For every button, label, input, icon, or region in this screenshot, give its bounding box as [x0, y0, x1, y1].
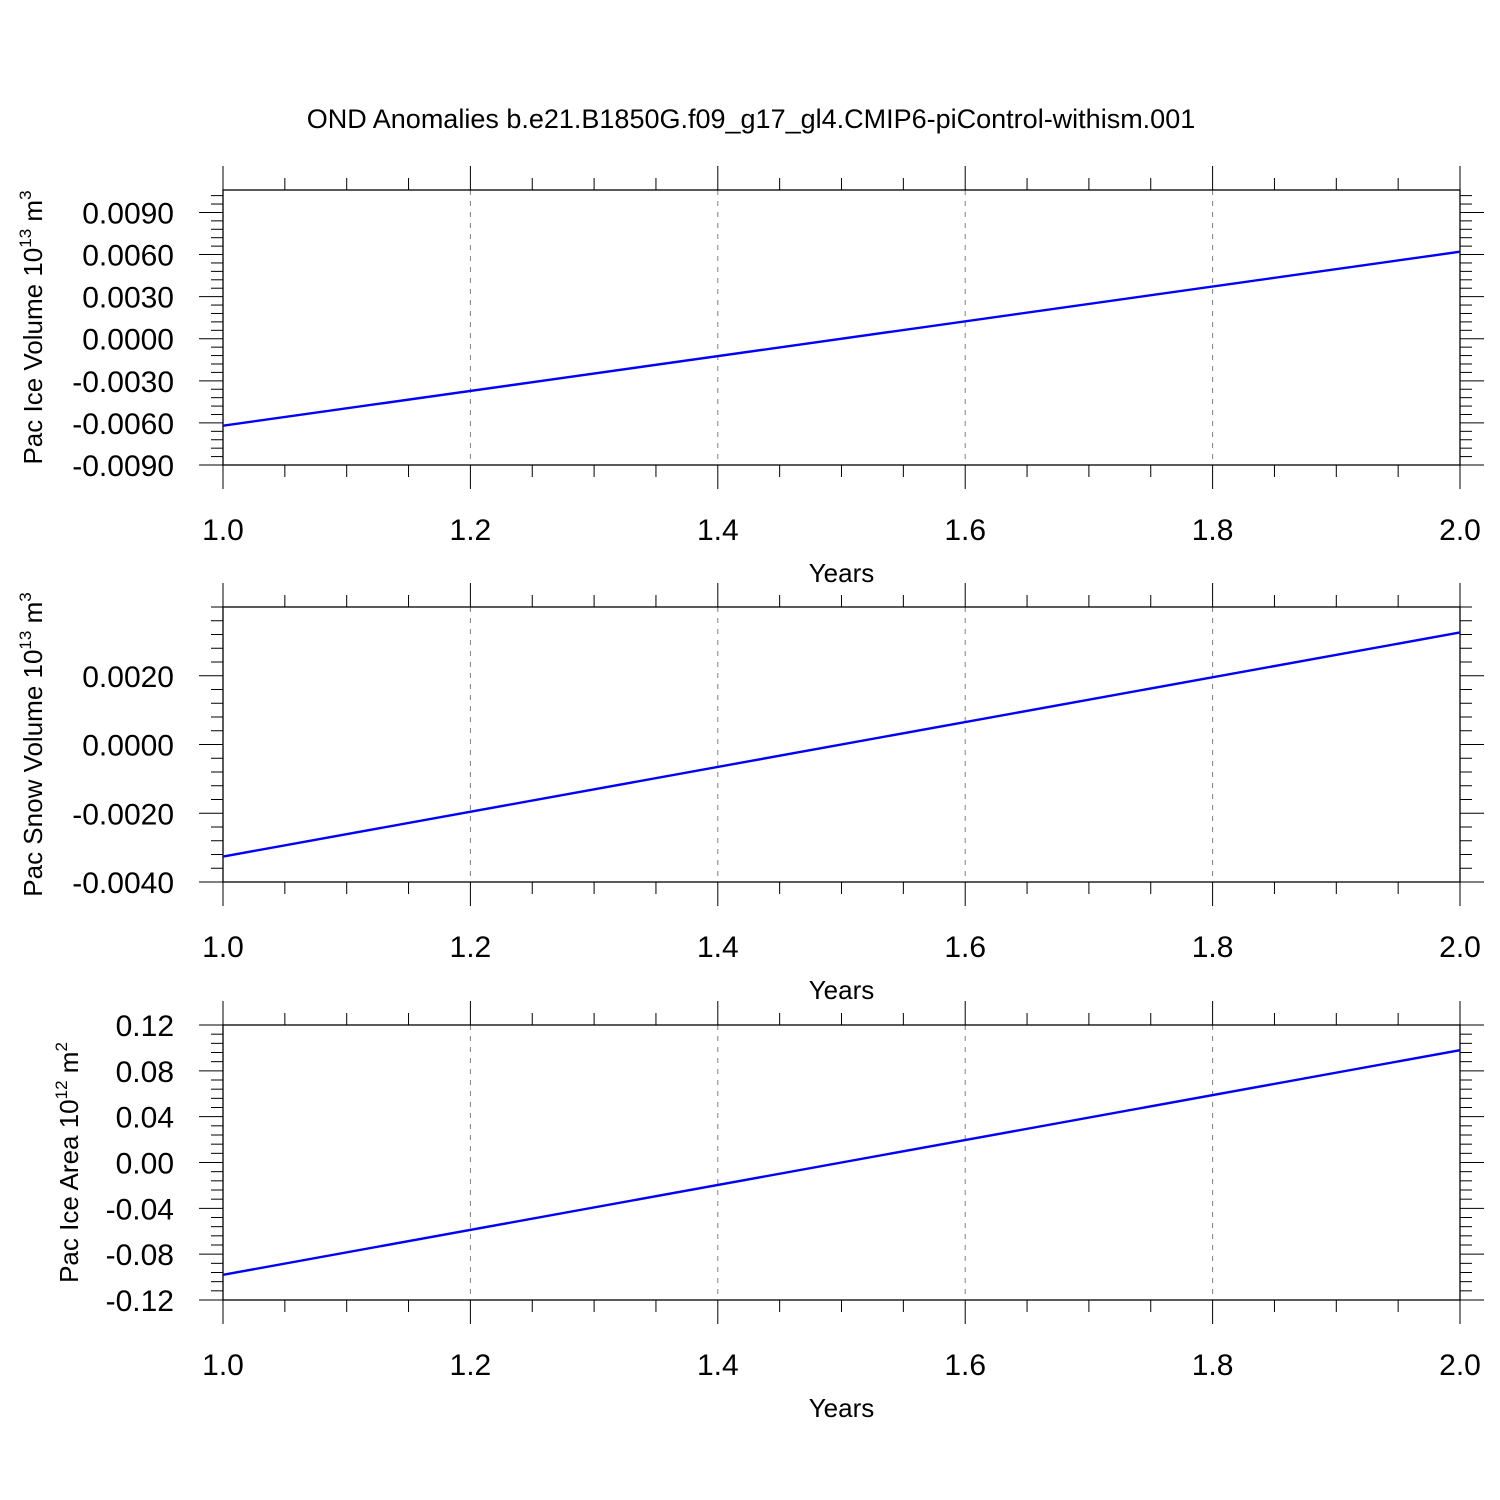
y-tick-label: 0.08 — [116, 1056, 174, 1089]
y-tick-label: 0.0020 — [82, 661, 174, 694]
figure-title: OND Anomalies b.e21.B1850G.f09_g17_gl4.C… — [307, 104, 1195, 134]
y-tick-label: -0.08 — [106, 1239, 174, 1272]
y-tick-label: -0.0020 — [72, 798, 174, 831]
series-line-1 — [222, 631, 1461, 858]
x-tick-label: 2.0 — [1439, 931, 1481, 964]
y-axis-label-exponent: 13 — [16, 631, 35, 650]
x-axis-label: Years — [809, 975, 875, 1005]
x-tick-label: 2.0 — [1439, 514, 1481, 547]
series-line-1 — [222, 250, 1461, 427]
y-tick-label: -0.04 — [106, 1193, 174, 1226]
x-tick-label: 1.2 — [450, 931, 492, 964]
x-axis-label: Years — [809, 1393, 875, 1423]
x-tick-label: 1.6 — [944, 1349, 986, 1382]
y-axis-label-unit-exponent: 3 — [16, 190, 35, 199]
y-tick-label: 0.0090 — [82, 197, 174, 230]
y-axis-label-text: Pac Snow Volume 10 — [18, 650, 48, 897]
y-tick-label: -0.0030 — [72, 366, 174, 399]
y-tick-label: 0.0060 — [82, 240, 174, 273]
y-axis-label: Pac Snow Volume 1013 m3 — [16, 592, 48, 896]
y-tick-label: -0.0090 — [72, 450, 174, 483]
y-axis-label-unit: m — [18, 602, 48, 631]
y-tick-label: -0.0060 — [72, 408, 174, 441]
x-tick-label: 1.4 — [697, 514, 739, 547]
plot-frame — [222, 606, 1461, 883]
x-tick-label: 1.8 — [1192, 1349, 1234, 1382]
series-line-1 — [222, 1049, 1461, 1276]
x-tick-label: 1.6 — [944, 514, 986, 547]
y-axis-label-exponent: 12 — [52, 1080, 71, 1099]
x-tick-label: 1.8 — [1192, 931, 1234, 964]
x-tick-label: 1.4 — [697, 1349, 739, 1382]
y-tick-label: 0.0000 — [82, 324, 174, 357]
x-tick-label: 1.4 — [697, 931, 739, 964]
y-tick-label: 0.00 — [116, 1148, 174, 1181]
y-tick-label: 0.04 — [116, 1102, 174, 1135]
chart-panel-3: 1.0 1.2 1.4 1.6 1.8 2.0 0.12 0.08 0.04 0.00 -0.04 -… — [52, 1001, 1484, 1423]
y-axis-label-exponent: 13 — [16, 229, 35, 248]
x-tick-label: 1.2 — [450, 514, 492, 547]
x-tick-label: 1.0 — [202, 514, 244, 547]
y-axis-label-text: Pac Ice Volume 10 — [18, 248, 48, 465]
y-tick-label: 0.0030 — [82, 282, 174, 315]
plot-frame — [222, 1024, 1461, 1301]
y-tick-label: -0.12 — [106, 1285, 174, 1318]
chart-panel-2: 1.0 1.2 1.4 1.6 1.8 2.0 0.0020 0.0000 -0.0020 -0.… — [16, 583, 1484, 1005]
y-axis-label-unit-exponent: 2 — [52, 1042, 71, 1051]
panels: 1.0 1.2 1.4 1.6 1.8 2.0 0.0090 0.0060 0.0030 0.00… — [16, 166, 1484, 1423]
x-axis-label: Years — [809, 558, 875, 588]
x-tick-label: 1.0 — [202, 1349, 244, 1382]
x-tick-label: 2.0 — [1439, 1349, 1481, 1382]
y-tick-label: 0.12 — [116, 1010, 174, 1043]
y-axis-label-unit: m — [54, 1052, 84, 1081]
y-axis-label-unit-exponent: 3 — [16, 592, 35, 601]
chart-panel-1: 1.0 1.2 1.4 1.6 1.8 2.0 0.0090 0.0060 0.0030 0.00… — [16, 166, 1484, 588]
x-tick-label: 1.0 — [202, 931, 244, 964]
x-tick-label: 1.2 — [450, 1349, 492, 1382]
y-axis-label-text: Pac Ice Area 10 — [54, 1099, 84, 1283]
y-tick-label: -0.0040 — [72, 867, 174, 900]
y-axis-label-unit: m — [18, 200, 48, 229]
y-axis-label: Pac Ice Area 1012 m2 — [52, 1042, 84, 1283]
x-tick-label: 1.6 — [944, 931, 986, 964]
y-axis-label: Pac Ice Volume 1013 m3 — [16, 190, 48, 464]
x-tick-label: 1.8 — [1192, 514, 1234, 547]
plot-frame — [222, 189, 1461, 466]
y-tick-label: 0.0000 — [82, 730, 174, 763]
